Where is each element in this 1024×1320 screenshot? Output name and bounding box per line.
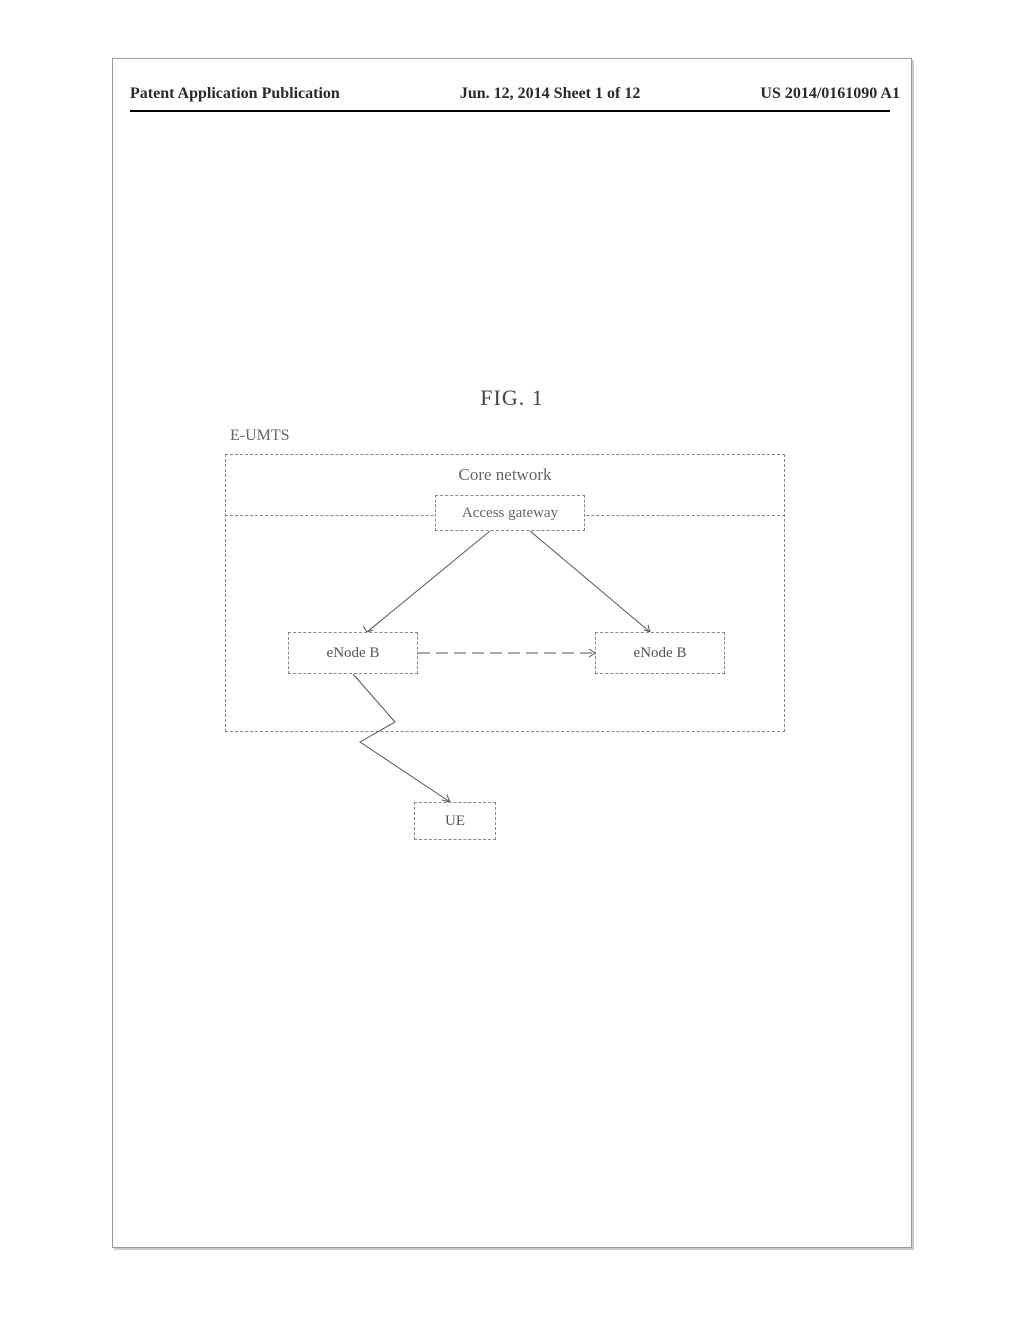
page-header: Patent Application Publication Jun. 12, … — [130, 85, 900, 103]
enode-b-left-label: eNode B — [327, 645, 380, 662]
ue-node: UE — [414, 802, 496, 840]
enode-b-right-label: eNode B — [634, 645, 687, 662]
access-gateway-label: Access gateway — [462, 505, 558, 522]
access-gateway-node: Access gateway — [435, 495, 585, 531]
core-network-label: Core network — [225, 465, 785, 485]
header-publication: Patent Application Publication — [130, 85, 340, 103]
enode-b-left: eNode B — [288, 632, 418, 674]
header-divider — [130, 110, 890, 112]
header-patent-number: US 2014/0161090 A1 — [760, 85, 900, 103]
header-date-sheet: Jun. 12, 2014 Sheet 1 of 12 — [460, 85, 640, 103]
enode-b-right: eNode B — [595, 632, 725, 674]
system-label: E-UMTS — [230, 427, 290, 445]
network-diagram: E-UMTS Core network Access gateway eNode… — [225, 427, 785, 877]
figure-label: FIG. 1 — [0, 385, 1024, 411]
ue-label: UE — [445, 813, 465, 830]
